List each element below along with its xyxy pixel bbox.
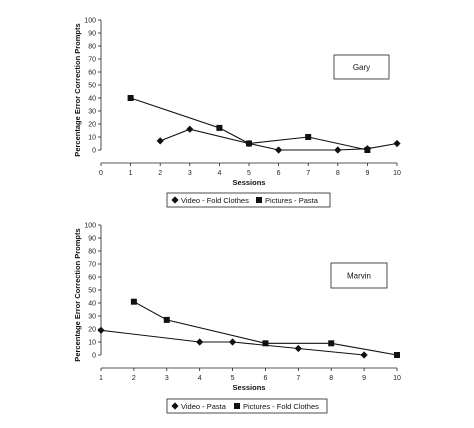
chart2-series-2-point [328,340,335,347]
chart2-x-tick-label: 1 [99,375,103,382]
chart2-y-axis-label: Percentage Error Correction Prompts [73,228,82,361]
chart2-y-tick-label: 80 [88,249,96,256]
chart1-x-tick-label: 0 [99,170,103,177]
chart2-legend-label-2: Pictures - Fold Clothes [243,402,319,411]
chart2-series-1-point [196,338,204,346]
chart1-x-axis-label: Sessions [233,178,266,187]
chart2-series-1-point [228,338,237,346]
chart2-series-1-point [97,326,105,334]
chart1-series-1-point [393,139,401,148]
chart2-y-tick-label: 40 [88,301,96,308]
chart2-series-1-point [294,344,302,353]
chart2-legend-marker-2 [234,403,240,409]
chart1-x-tick-label: 10 [393,170,401,177]
chart2-series-1-point [360,351,368,359]
chart1-y-tick-label: 60 [88,70,96,77]
chart2-x-tick-label: 3 [165,375,169,382]
chart1-x-tick-label: 7 [306,170,310,177]
chart2-x-tick-label: 10 [393,375,401,382]
chart1-series-1-point [156,137,164,145]
chart1-series-2-point [246,140,252,147]
chart1-x-tick-label: 6 [277,170,281,177]
chart2-x-tick-label: 9 [362,375,366,382]
chart2-x-tick-label: 7 [296,375,300,382]
chart2-x-tick-label: 6 [263,375,267,382]
chart2-legend-marker-1 [171,402,179,410]
chart1-y-tick-label: 30 [88,109,96,116]
chart2-series-2-point [262,340,269,347]
chart1-x-tick-label: 1 [129,170,133,177]
chart1-series-1-point [334,146,342,154]
chart1-x-tick-label: 4 [217,170,221,177]
chart1-label-box [333,54,390,80]
chart1-legend-label-2: Pictures - Pasta [265,196,319,205]
chart2-y-tick-label: 10 [88,340,96,347]
chart1-y-tick-label: 90 [88,31,96,38]
chart1-legend [166,192,331,208]
chart1-y-tick-label: 40 [88,96,96,103]
chart2-y-tick-label: 100 [84,223,96,230]
chart2-y-tick-label: 90 [88,236,96,243]
chart2-label-box-text: Marvin [347,272,371,281]
chart2-y-tick-label: 50 [88,288,96,295]
chart2-series-2-line [133,301,398,356]
chart2-legend [166,398,328,414]
chart2-label-box [330,262,388,289]
chart2-x-tick-label: 2 [132,375,136,382]
chart1-series-2-point [305,134,312,140]
chart1-y-tick-label: 50 [88,83,96,90]
chart2-series-2-point [163,316,170,323]
chart1-series-1-point [275,146,283,154]
chart1-series-1-point [186,125,194,133]
chart2-y-tick-label: 30 [88,314,96,321]
chart2-y-tick-label: 0 [92,353,96,360]
chart1-series-2-point [127,95,134,101]
chart1-y-tick-label: 0 [92,148,96,155]
chart1-x-tick-label: 5 [247,170,251,177]
chart1-x-tick-label: 9 [365,170,369,177]
chart1-y-axis-label: Percentage Error Correction Prompts [73,23,82,156]
chart1-legend-label-1: Video - Fold Clothes [181,196,249,205]
chart1-x-tick-label: 3 [188,170,192,177]
chart1-y-tick-label: 80 [88,44,96,51]
chart2-y-tick-label: 20 [88,327,96,334]
chart2-y-tick-label: 60 [88,275,96,282]
chart1-x-tick-label: 2 [158,170,162,177]
chart2-series-2-point [130,298,137,305]
chart1-legend-marker-2 [256,197,262,203]
chart1-y-tick-label: 20 [88,122,96,129]
chart1-y-tick-label: 10 [88,135,96,142]
chart1-y-tick-label: 100 [84,18,96,25]
chart1-label-box-text: Gary [353,63,370,72]
chart2-y-tick-label: 70 [88,262,96,269]
chart1-legend-marker-1 [171,196,179,204]
chart2-legend-label-1: Video - Pasta [181,402,227,411]
chart1-series-2-point [364,147,371,153]
chart2-x-tick-label: 8 [329,375,333,382]
chart2-x-tick-label: 5 [231,375,235,382]
chart2-x-axis-label: Sessions [233,383,266,392]
chart1-x-tick-label: 8 [336,170,340,177]
chart2-series-2-point [394,352,400,358]
chart1-y-tick-label: 70 [88,57,96,64]
chart1-series-2-point [216,124,223,131]
chart2-x-tick-label: 4 [198,375,202,382]
